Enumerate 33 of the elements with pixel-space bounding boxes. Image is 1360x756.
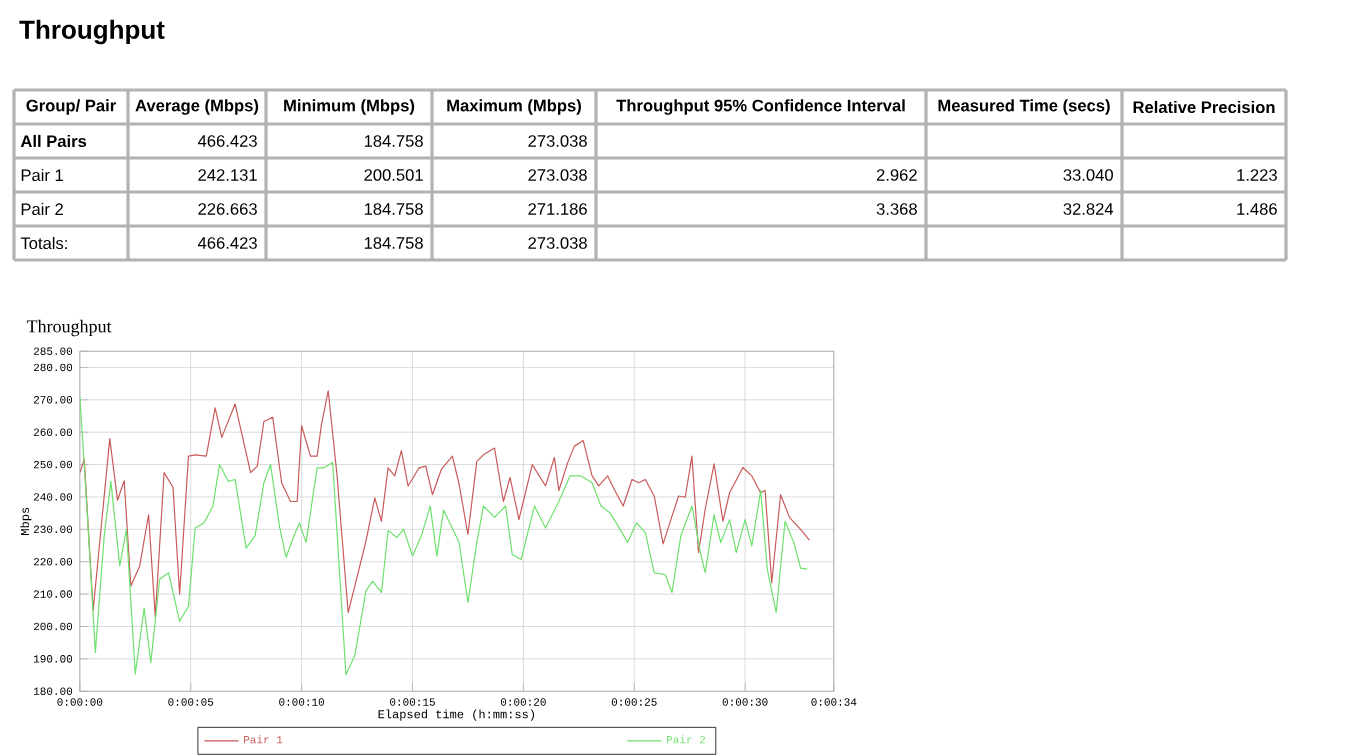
text: 32.824 bbox=[1063, 203, 1114, 215]
category-label: Throughput 95% Confidence Interval bbox=[616, 99, 905, 115]
text: 273.038 bbox=[528, 135, 587, 147]
category-label: Measured Time (secs) bbox=[938, 99, 1110, 115]
text: 184.758 bbox=[364, 237, 423, 249]
category-label: Maximum (Mbps) bbox=[447, 99, 581, 115]
category-label: Minimum (Mbps) bbox=[284, 99, 415, 115]
line-series bbox=[79, 390, 811, 618]
text: 184.758 bbox=[364, 203, 423, 215]
category-label: Group/ Pair bbox=[26, 99, 116, 115]
text: 466.423 bbox=[197, 135, 257, 147]
category-label: Relative Precision bbox=[1133, 100, 1275, 114]
text: 273.038 bbox=[528, 237, 587, 249]
category-label: All Pairs bbox=[20, 134, 87, 148]
text: 3.368 bbox=[876, 203, 917, 215]
text: Throughput bbox=[19, 19, 165, 45]
text: 271.186 bbox=[528, 203, 587, 215]
text: 1.223 bbox=[1237, 169, 1277, 181]
category-label: Pair 1 bbox=[21, 168, 63, 182]
chart-title: Throughput bbox=[26, 319, 112, 337]
text: 242.131 bbox=[198, 169, 257, 181]
text: 226.663 bbox=[198, 203, 257, 215]
text: 1.486 bbox=[1237, 203, 1277, 215]
text: 33.040 bbox=[1063, 169, 1113, 181]
text: 2.962 bbox=[876, 169, 917, 181]
text: 184.758 bbox=[364, 135, 423, 147]
text: 200.501 bbox=[364, 169, 423, 181]
category-label: Average (Mbps) bbox=[135, 99, 259, 115]
category-label: Pair 2 bbox=[21, 202, 63, 216]
category-label: Totals: bbox=[20, 236, 67, 250]
text: 466.423 bbox=[197, 237, 257, 249]
line-series bbox=[79, 395, 808, 676]
text: 273.038 bbox=[528, 169, 587, 181]
